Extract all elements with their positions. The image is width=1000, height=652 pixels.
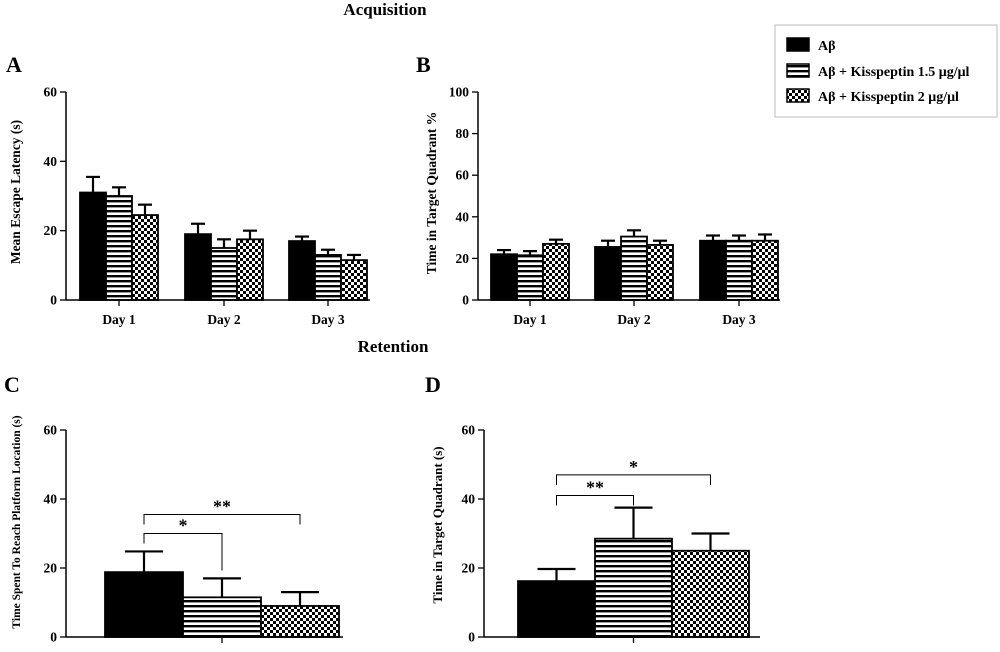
chart-panels: Mean Escape Latency (s) Day 1 Day 2 Day 3 0 2… — [8, 85, 780, 645]
y-tick-label: 60 — [456, 168, 470, 183]
significance-label-2: * — [629, 457, 638, 477]
chart-panel-b: Time in Target Quadrant % Day 1 Day 2 Day 3… — [424, 85, 780, 327]
bar-1-cat-1 — [104, 571, 184, 638]
y-tick-label: 0 — [468, 630, 475, 645]
significance-bracket-2 — [556, 474, 711, 485]
panel-label-c: C — [4, 372, 20, 397]
bar-2-cat-1 — [594, 537, 673, 638]
section-title-acquisition: Acquisition — [343, 0, 427, 19]
bar-3-cat-2 — [646, 243, 674, 301]
bar-2-cat-2 — [620, 235, 648, 301]
y-axis-label: Time in Target Quadrant (s) — [430, 446, 445, 603]
x-tick-label: Day 3 — [311, 312, 345, 327]
legend-border — [774, 24, 998, 118]
significance-bracket-1 — [556, 495, 634, 506]
y-axis-label: Time in Target Quadrant % — [424, 112, 439, 275]
y-tick-label: 0 — [50, 630, 57, 645]
legend-swatch-stripes — [786, 63, 810, 78]
panel-label-b: B — [416, 52, 431, 77]
legend-label-3: Aβ + Kisspeptin 2 μg/μl — [818, 90, 959, 105]
y-tick-label: 40 — [456, 209, 470, 224]
y-tick-label: 80 — [456, 126, 470, 141]
x-tick-label: Day 1 — [102, 312, 136, 327]
y-tick-label: 40 — [44, 154, 58, 169]
bar-2-cat-1 — [516, 254, 544, 301]
chart-panel-a: Mean Escape Latency (s) Day 1 Day 2 Day 3 0 2… — [8, 85, 370, 327]
significance-bracket-1 — [143, 533, 223, 571]
bar-1-cat-3 — [699, 239, 727, 301]
bar-3-cat-3 — [751, 239, 779, 301]
x-tick-label: Day 2 — [207, 312, 241, 327]
y-tick-label: 100 — [449, 85, 470, 100]
y-tick-label: 20 — [44, 561, 58, 576]
section-title-retention: Retention — [358, 337, 429, 356]
legend-swatch-checker — [786, 88, 810, 103]
y-tick-label: 0 — [50, 293, 57, 308]
bar-1-cat-1 — [79, 191, 107, 301]
bar-1-cat-2 — [594, 246, 622, 301]
y-axis-label: Time Spent To Reach Platform Location (s… — [11, 415, 23, 628]
y-tick-label: 20 — [44, 223, 58, 238]
significance-label-2: ** — [213, 497, 231, 517]
y-tick-label: 20 — [462, 561, 476, 576]
bar-1-cat-1 — [490, 253, 518, 301]
bar-3-cat-1 — [131, 214, 159, 301]
chart-panel-c: Time Spent To Reach Platform Location (s… — [11, 415, 343, 645]
bar-1-cat-2 — [184, 233, 212, 301]
legend: Aβ Aβ + Kisspeptin 1.5 μg/μl Aβ + Kisspe… — [774, 24, 998, 118]
bar-3-cat-1 — [671, 549, 750, 638]
bar-2-cat-2 — [210, 247, 238, 301]
bar-1-cat-1 — [517, 580, 596, 638]
bar-3-cat-2 — [236, 238, 264, 301]
x-tick-label: Day 2 — [617, 312, 651, 327]
legend-swatch-solid — [786, 37, 810, 52]
y-tick-label: 60 — [44, 85, 58, 100]
x-tick-label: Day 3 — [722, 312, 756, 327]
panel-label-a: A — [6, 52, 22, 77]
legend-label-2: Aβ + Kisspeptin 1.5 μg/μl — [818, 65, 970, 80]
significance-label-1: * — [179, 516, 188, 536]
bar-1-cat-3 — [288, 240, 316, 301]
panel-label-d: D — [425, 372, 441, 397]
bar-3-cat-1 — [542, 242, 570, 301]
bar-2-cat-3 — [725, 239, 753, 301]
y-tick-label: 20 — [456, 251, 470, 266]
legend-label-1: Aβ — [818, 39, 836, 54]
y-tick-label: 60 — [44, 423, 58, 438]
bar-2-cat-1 — [182, 596, 262, 638]
y-tick-label: 0 — [462, 293, 469, 308]
significance-label-1: ** — [586, 478, 604, 498]
bar-2-cat-1 — [105, 195, 133, 301]
y-tick-label: 40 — [462, 492, 476, 507]
bar-2-cat-3 — [314, 254, 342, 301]
y-tick-label: 40 — [44, 492, 58, 507]
y-axis-label: Mean Escape Latency (s) — [8, 120, 23, 264]
bar-3-cat-1 — [260, 605, 340, 638]
significance-bracket-2 — [143, 514, 301, 525]
y-tick-label: 60 — [462, 423, 476, 438]
bar-3-cat-3 — [340, 259, 368, 301]
x-tick-label: Day 1 — [513, 312, 547, 327]
